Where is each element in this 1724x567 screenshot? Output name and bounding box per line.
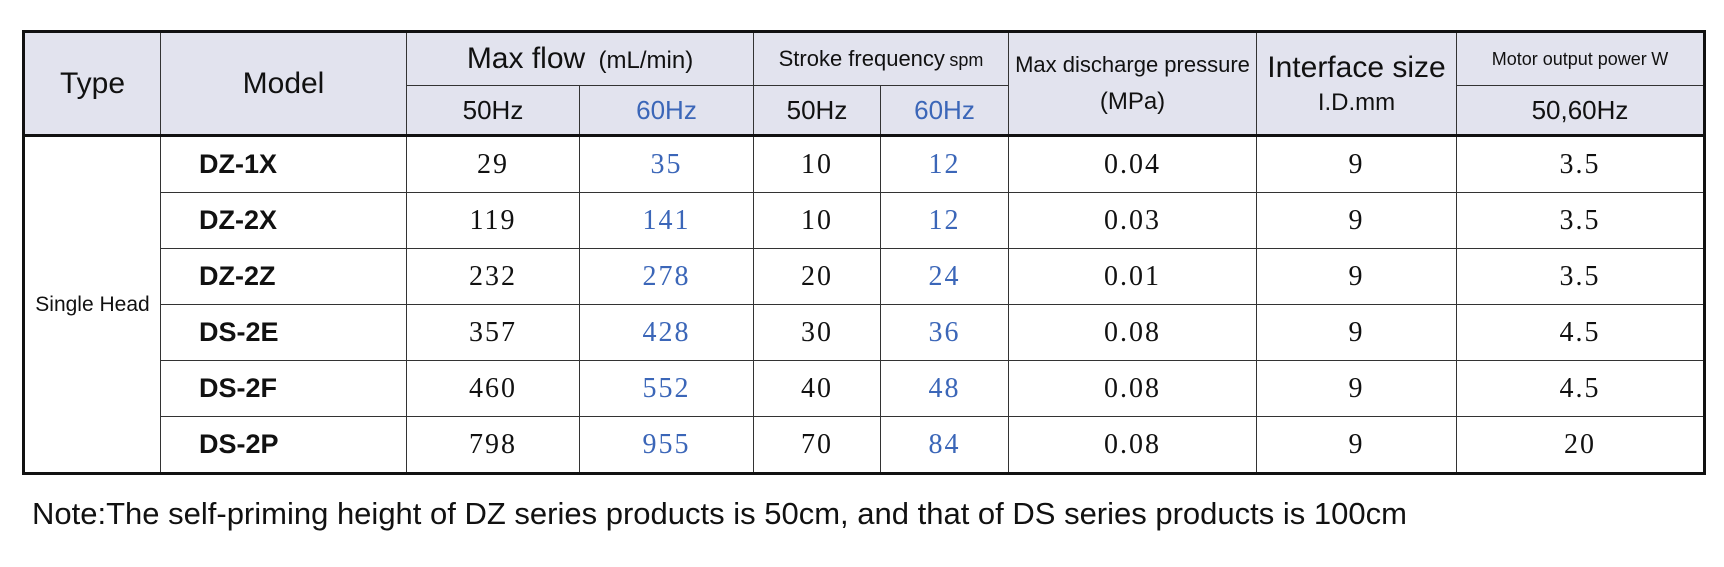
interface-cell: 9: [1256, 192, 1457, 249]
pressure-cell: 0.04: [1008, 135, 1257, 193]
header-motor-power: Motor output power W: [1456, 31, 1705, 86]
flow-60-cell: 955: [579, 416, 754, 474]
header-interface-size: Interface size I.D.mm: [1256, 31, 1457, 136]
header-row-bottom: 50Hz 60Hz 50Hz 60Hz 50,60Hz: [24, 85, 1705, 136]
pressure-cell: 0.08: [1008, 360, 1257, 417]
table-row: DZ-2Z 232 278 20 24 0.01 9 3.5: [24, 248, 1705, 305]
header-max-flow: Max flow (mL/min): [406, 31, 754, 86]
interface-cell: 9: [1256, 135, 1457, 193]
max-discharge-label: Max discharge pressure: [1015, 51, 1250, 77]
type-cell: Single Head: [23, 135, 161, 474]
flow-50-cell: 798: [406, 416, 580, 474]
interface-cell: 9: [1256, 304, 1457, 361]
header-type: Type: [23, 31, 161, 136]
flow-60-cell: 278: [579, 248, 754, 305]
stroke-50-cell: 10: [753, 135, 881, 193]
power-cell: 4.5: [1456, 360, 1705, 417]
table-row: DZ-2X 119 141 10 12 0.03 9 3.5: [24, 192, 1705, 249]
model-cell: DZ-1X: [160, 135, 407, 193]
table-row: DS-2E 357 428 30 36 0.08 9 4.5: [24, 304, 1705, 361]
stroke-60-cell: 84: [880, 416, 1009, 474]
flow-50-cell: 119: [406, 192, 580, 249]
pressure-cell: 0.03: [1008, 192, 1257, 249]
flow-60-cell: 428: [579, 304, 754, 361]
power-cell: 3.5: [1456, 192, 1705, 249]
table-row: DS-2F 460 552 40 48 0.08 9 4.5: [24, 360, 1705, 417]
flow-50-cell: 460: [406, 360, 580, 417]
stroke-60-cell: 36: [880, 304, 1009, 361]
power-cell: 20: [1456, 416, 1705, 474]
stroke-60-cell: 24: [880, 248, 1009, 305]
stroke-unit: spm: [949, 50, 984, 70]
motor-power-label: Motor output power: [1491, 48, 1647, 69]
flow-60-cell: 552: [579, 360, 754, 417]
model-cell: DS-2P: [160, 416, 407, 474]
interface-cell: 9: [1256, 360, 1457, 417]
stroke-frequency-label: Stroke frequency: [778, 46, 945, 71]
header-row-top: Type Model Max flow (mL/min) Stroke freq…: [23, 31, 1705, 136]
power-cell: 4.5: [1456, 304, 1705, 361]
stroke-50-cell: 10: [753, 192, 881, 249]
motor-unit: W: [1651, 48, 1669, 69]
model-cell: DS-2F: [160, 360, 407, 417]
flow-50-cell: 232: [406, 248, 580, 305]
flow-50-cell: 29: [406, 135, 580, 193]
stroke-60-cell: 12: [880, 192, 1009, 249]
max-flow-label: Max flow: [466, 42, 586, 75]
interface-cell: 9: [1256, 248, 1457, 305]
stroke-60-cell: 12: [880, 135, 1009, 193]
table-row: Single Head DZ-1X 29 35 10 12 0.04 9 3.5: [23, 135, 1705, 474]
stroke-50-cell: 30: [753, 304, 881, 361]
header-stroke-frequency: Stroke frequency spm: [753, 31, 1009, 86]
header-model: Model: [160, 31, 407, 136]
pressure-cell: 0.08: [1008, 416, 1257, 474]
stroke-50-cell: 20: [753, 248, 881, 305]
header-stroke-60hz: 60Hz: [880, 85, 1009, 136]
flow-60-cell: 141: [579, 192, 754, 249]
power-cell: 3.5: [1456, 248, 1705, 305]
interface-unit: I.D.mm: [1317, 88, 1396, 116]
max-discharge-unit: (MPa): [1099, 87, 1166, 115]
power-cell: 3.5: [1456, 135, 1705, 193]
flow-60-cell: 35: [579, 135, 754, 193]
model-cell: DZ-2X: [160, 192, 407, 249]
header-flow-60hz: 60Hz: [579, 85, 754, 136]
header-stroke-50hz: 50Hz: [753, 85, 881, 136]
footnote: Note:The self-priming height of DZ serie…: [32, 496, 1407, 531]
pressure-cell: 0.08: [1008, 304, 1257, 361]
max-flow-unit: (mL/min): [598, 47, 694, 74]
stroke-50-cell: 40: [753, 360, 881, 417]
stroke-60-cell: 48: [880, 360, 1009, 417]
header-motor-hz: 50,60Hz: [1456, 85, 1705, 136]
interface-cell: 9: [1256, 416, 1457, 474]
pressure-cell: 0.01: [1008, 248, 1257, 305]
interface-size-label: Interface size: [1267, 50, 1446, 84]
model-cell: DS-2E: [160, 304, 407, 361]
header-max-discharge: Max discharge pressure (MPa): [1008, 31, 1257, 136]
table-row: DS-2P 798 955 70 84 0.08 9 20: [24, 416, 1705, 474]
model-cell: DZ-2Z: [160, 248, 407, 305]
header-flow-50hz: 50Hz: [406, 85, 580, 136]
flow-50-cell: 357: [406, 304, 580, 361]
stroke-50-cell: 70: [753, 416, 881, 474]
spec-table: Type Model Max flow (mL/min) Stroke freq…: [22, 30, 1706, 475]
